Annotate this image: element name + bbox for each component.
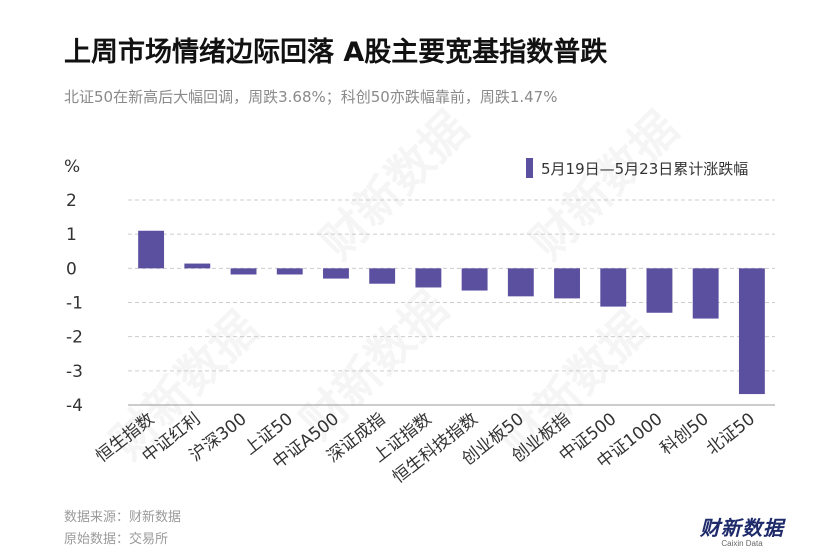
caixin-data-logo: 财新数据 Caixin Data (700, 512, 784, 548)
bar-13 (692, 268, 719, 319)
bar-4 (276, 268, 303, 275)
bar-9 (507, 268, 534, 297)
y-axis-unit: % (64, 157, 80, 177)
bar-2 (184, 263, 211, 269)
logo-text: 财新数据 (700, 516, 784, 540)
y-tick-label: 2 (66, 191, 77, 211)
y-tick-label: -3 (66, 362, 83, 382)
bar-7 (415, 268, 442, 288)
data-source-note: 数据来源：财新数据 (64, 510, 182, 525)
bar-1 (138, 230, 165, 269)
legend-label: 5月19日—5月23日累计涨跌幅 (541, 160, 748, 178)
y-tick-label: 1 (66, 225, 77, 245)
x-category-label: 北证50 (703, 409, 759, 459)
original-data-note: 原始数据：交易所 (64, 532, 169, 547)
chart-title: 上周市场情绪边际回落 A股主要宽基指数普跌 (64, 37, 608, 68)
chart-subtitle: 北证50在新高后大幅回调，周跌3.68%；科创50亦跌幅靠前，周跌1.47% (64, 88, 558, 106)
bar-8 (461, 268, 488, 291)
bar-chart: 210-1-2-3-4%恒生指数中证红利沪深300上证50中证A500深证成指上… (64, 157, 775, 488)
bar-3 (230, 268, 257, 275)
bar-10 (554, 268, 580, 299)
legend-swatch (526, 158, 533, 178)
bar-6 (369, 268, 396, 284)
x-category-label: 科创50 (657, 409, 713, 459)
y-tick-label: -1 (66, 294, 83, 314)
y-tick-label: -2 (66, 328, 83, 348)
bar-12 (646, 268, 673, 313)
y-tick-label: -4 (66, 396, 83, 416)
y-tick-label: 0 (66, 259, 77, 279)
bar-5 (323, 268, 349, 279)
bar-11 (600, 268, 627, 307)
logo-subtext: Caixin Data (721, 539, 763, 548)
bar-14 (738, 268, 765, 395)
